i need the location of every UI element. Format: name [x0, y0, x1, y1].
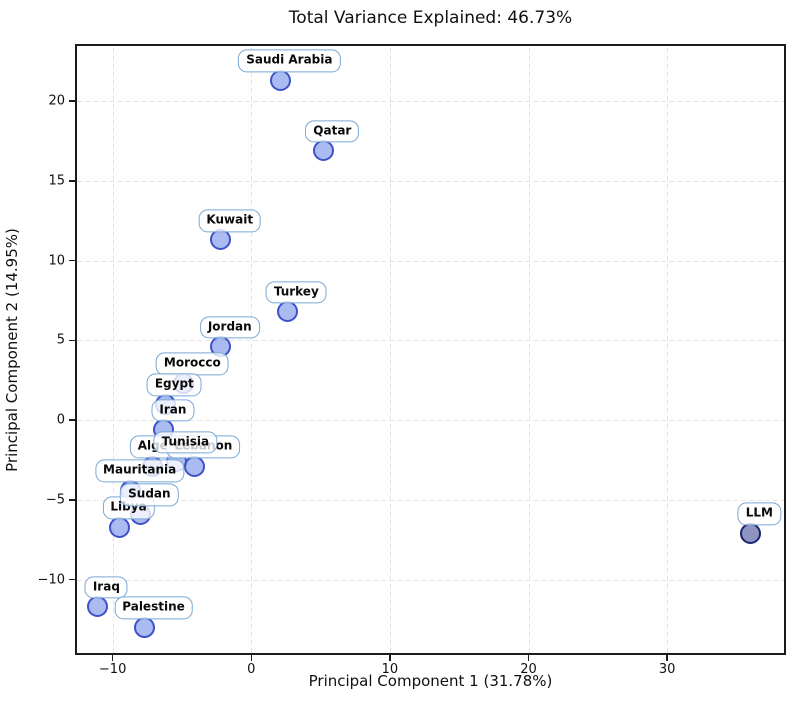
- marker-turkey: [276, 301, 298, 323]
- y-tick--10: [69, 578, 75, 581]
- x-axis-label: Principal Component 1 (31.78%): [308, 672, 553, 690]
- y-tick-label-5: 5: [56, 332, 65, 348]
- gridline-y-5: [77, 340, 784, 342]
- marker-libya: [109, 516, 131, 538]
- gridline-x-30: [667, 46, 669, 653]
- marker-qatar: [312, 140, 334, 162]
- x-tick-0: [250, 655, 252, 661]
- plot-area: Saudi Arabia Qatar Kuwait Turkey Jordan Moroc…: [75, 44, 786, 655]
- point-label-mauritania: Mauritania: [95, 459, 185, 483]
- marker-saudi-arabia: [269, 69, 291, 91]
- point-label-egypt: Egypt: [146, 373, 202, 397]
- marker-lebanon: [183, 455, 205, 477]
- point-label-kuwait: Kuwait: [198, 209, 262, 232]
- gridline-y-10: [77, 260, 784, 262]
- gridline-x-10: [389, 46, 391, 653]
- y-tick-label--5: −5: [45, 492, 65, 508]
- point-label-saudi-arabia: Saudi Arabia: [238, 49, 341, 73]
- marker-iraq: [86, 596, 108, 618]
- x-tick-label-10: 10: [381, 662, 399, 677]
- y-tick-5: [69, 339, 75, 342]
- x-tick-30: [666, 655, 668, 661]
- gridline-x--10: [112, 46, 114, 653]
- point-label-morocco: Morocco: [155, 352, 229, 376]
- x-tick-label-30: 30: [658, 662, 676, 677]
- point-label-jordan: Jordan: [199, 316, 260, 339]
- gridline-x-0: [251, 46, 253, 653]
- y-axis-label: Principal Component 2 (14.95%): [3, 228, 21, 472]
- marker-palestine: [134, 616, 155, 638]
- y-tick-label--10: −10: [37, 572, 65, 588]
- gridline-y--10: [77, 579, 784, 581]
- x-tick-10: [389, 655, 391, 661]
- marker-llm: [739, 522, 761, 544]
- gridline-x-20: [528, 46, 530, 653]
- y-tick--5: [69, 499, 75, 501]
- gridline-y-0: [77, 420, 784, 422]
- x-tick--10: [111, 655, 114, 661]
- y-tick-label-10: 10: [48, 253, 65, 269]
- x-tick-label-0: 0: [247, 662, 256, 677]
- x-tick-label-20: 20: [520, 662, 537, 677]
- x-tick-label--10: −10: [98, 662, 127, 677]
- y-tick-label-15: 15: [48, 173, 65, 189]
- point-label-llm: LLM: [737, 502, 781, 526]
- y-tick-15: [69, 180, 75, 182]
- point-label-qatar: Qatar: [305, 120, 360, 143]
- marker-kuwait: [210, 229, 232, 251]
- point-label-sudan: Sudan: [120, 483, 179, 507]
- gridline-y--5: [77, 499, 784, 501]
- x-tick-20: [527, 655, 530, 661]
- point-label-turkey: Turkey: [265, 281, 327, 304]
- point-label-iran: Iran: [151, 399, 195, 422]
- point-label-tunisia: Tunisia: [153, 431, 218, 454]
- y-tick-0: [69, 419, 75, 421]
- point-label-iraq: Iraq: [84, 576, 128, 599]
- y-tick-10: [69, 259, 75, 262]
- gridline-y-20: [77, 101, 784, 103]
- y-tick-label-20: 20: [48, 93, 65, 109]
- point-label-palestine: Palestine: [114, 596, 193, 620]
- chart-title: Total Variance Explained: 46.73%: [288, 8, 573, 28]
- y-tick-20: [69, 100, 75, 102]
- y-tick-label-0: 0: [56, 412, 65, 428]
- gridline-y-15: [77, 180, 784, 182]
